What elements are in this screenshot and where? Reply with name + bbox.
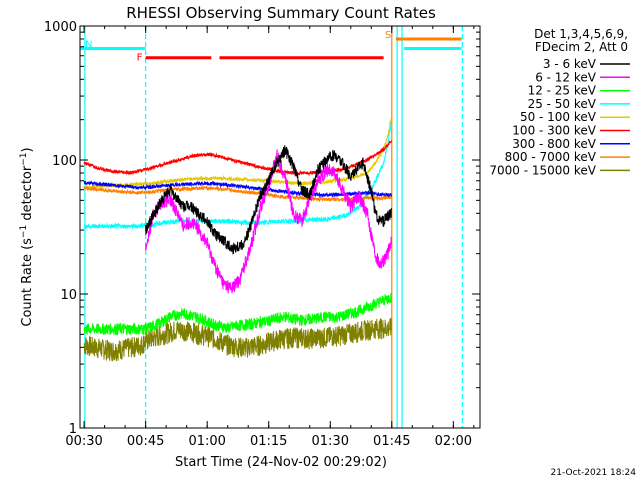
y-tick-label: 1000: [44, 20, 77, 35]
series-line-100-300-kev: [83, 140, 392, 177]
annotation-label: S: [385, 30, 391, 41]
series-line-25-50-kev: [83, 119, 392, 230]
x-tick-label: 00:30: [65, 434, 102, 449]
footer-timestamp: 21-Oct-2021 18:24: [551, 468, 637, 478]
y-tick-label: 100: [52, 154, 77, 169]
x-tick-label: 01:30: [312, 434, 349, 449]
annotation-bars: N F S: [80, 30, 462, 64]
legend-label: 7000 - 15000 keV: [489, 163, 596, 177]
legend-header: Det 1,3,4,5,6,9,: [534, 27, 628, 41]
plot-frame: [79, 25, 481, 429]
series-line-6-12-kev: [145, 149, 392, 294]
annotation-label: N: [85, 39, 92, 50]
legend-header: FDecim 2, Att 0: [535, 40, 628, 54]
series-line-50-100-kev: [83, 116, 392, 190]
legend-label: 12 - 25 keV: [528, 84, 597, 98]
x-tick-label: 01:15: [250, 434, 287, 449]
legend-label: 300 - 800 keV: [512, 137, 596, 151]
x-tick-label: 00:45: [127, 434, 164, 449]
legend-label: 3 - 6 keV: [543, 57, 597, 71]
series-line-800-7000-kev: [83, 184, 392, 203]
legend-label: 800 - 7000 keV: [505, 150, 597, 164]
series-layer: [83, 116, 392, 362]
legend: Det 1,3,4,5,6,9,FDecim 2, Att 0 3 - 6 keV…: [489, 27, 630, 177]
legend-label: 6 - 12 keV: [535, 70, 597, 84]
y-tick-label: 10: [60, 288, 77, 303]
x-tick-label: 01:00: [188, 434, 225, 449]
series-line-300-800-kev: [83, 180, 392, 199]
axes: 00:30 00:45 01:00 01:15 01:30 01:45 02:00 1 10 10…: [44, 20, 481, 449]
legend-label: 100 - 300 keV: [512, 124, 596, 138]
series-line-12-25-kev: [83, 292, 392, 336]
y-tick-label: 1: [69, 422, 77, 437]
series-line-3-6-kev: [145, 145, 392, 255]
x-axis-label: Start Time (24-Nov-02 00:29:02): [175, 455, 387, 470]
y-axis-label: Count Rate (s−1 detector−1): [19, 147, 35, 326]
legend-label: 25 - 50 keV: [528, 97, 597, 111]
x-tick-label: 01:45: [373, 434, 410, 449]
series-line-7000-15000-kev: [83, 318, 392, 362]
chart-title: RHESSI Observing Summary Count Rates: [126, 4, 436, 22]
x-tick-label: 02:00: [435, 434, 472, 449]
legend-label: 50 - 100 keV: [520, 110, 597, 124]
annotation-label: F: [137, 53, 143, 64]
